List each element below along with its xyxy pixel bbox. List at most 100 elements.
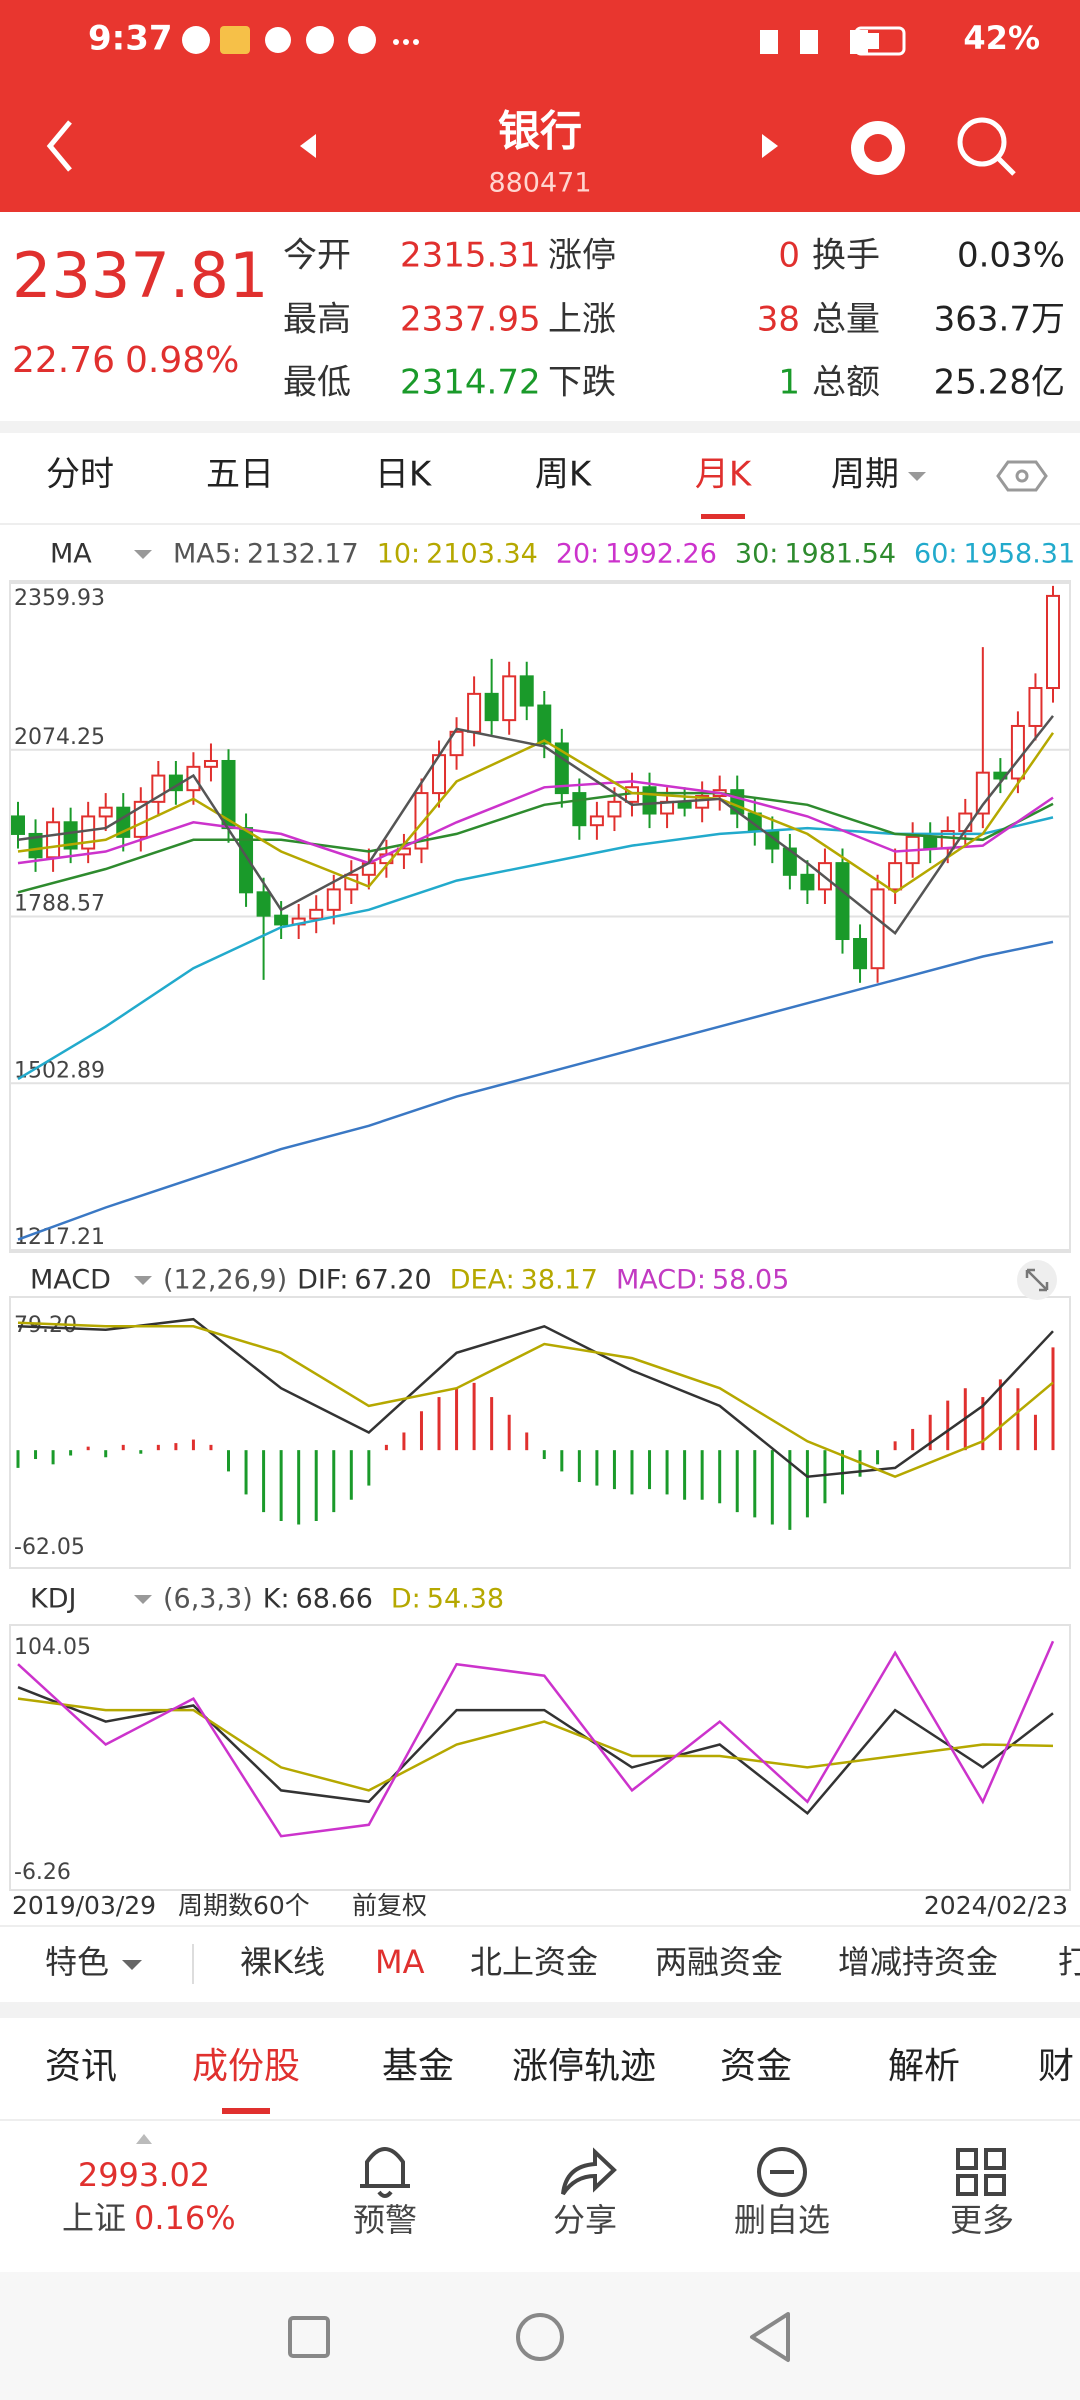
header-bg — [0, 0, 1080, 212]
period-tab[interactable]: 月K — [695, 455, 753, 495]
candle-body — [46, 821, 61, 859]
section-tab[interactable]: 资金 — [720, 2046, 792, 2087]
field-label: 总量 — [812, 300, 880, 340]
plot-frame — [9, 1624, 1071, 1891]
home-button[interactable] — [516, 2313, 564, 2361]
legend-value: 1958.31 — [963, 539, 1075, 570]
period-tabs: 分时 五日 日K 周K 月K 周期 — [46, 455, 926, 519]
adjust-mode: 前复权 — [352, 1891, 427, 1920]
section-tab[interactable]: 基金 — [382, 2046, 454, 2087]
quote-table: 今开 2315.31 涨停 0 换手 0.03% 最高 2337.95 上涨 38 总量 363.7万… — [283, 236, 1065, 403]
candle-body — [256, 891, 271, 917]
feature-tab[interactable]: 特色 — [45, 1943, 109, 1981]
status-battery: 42% — [963, 19, 1040, 57]
field-label: 涨停 — [548, 236, 616, 276]
action-button[interactable]: 预警 — [353, 2201, 417, 2239]
index-name: 上证 — [62, 2199, 126, 2237]
series-line — [17, 1640, 1055, 1838]
field-value: 0.03% — [957, 236, 1065, 276]
field-value: 38 — [757, 300, 800, 340]
period-tab[interactable]: 分时 — [46, 455, 114, 495]
recents-button[interactable] — [288, 2316, 330, 2358]
legend-value: 38.17 — [521, 1265, 598, 1296]
period-tab[interactable]: 周期 — [831, 455, 899, 495]
y-tick-label: 2074.25 — [14, 725, 105, 750]
indicator-name[interactable]: MACD — [30, 1265, 111, 1296]
candle-body — [1028, 687, 1043, 727]
end-date: 2024/02/23 — [924, 1891, 1068, 1920]
field-label: 今开 — [283, 236, 351, 276]
prev-button[interactable] — [300, 134, 316, 158]
candle-body — [98, 806, 113, 818]
next-button[interactable] — [762, 134, 778, 158]
nav-back-button[interactable] — [750, 2312, 790, 2362]
dropdown-arrow — [134, 1276, 152, 1285]
plot-frame — [9, 1296, 1071, 1569]
section-tab[interactable]: 财 — [1038, 2046, 1074, 2087]
action-button[interactable]: 删自选 — [734, 2201, 830, 2239]
legend-value: 67.20 — [354, 1265, 431, 1296]
section-tab[interactable]: 解析 — [888, 2046, 960, 2087]
dropdown-arrow — [134, 1595, 152, 1604]
legend-value: 68.66 — [296, 1584, 373, 1615]
series-line — [17, 940, 1054, 1241]
candle-body — [870, 888, 885, 970]
candle-body — [203, 759, 218, 768]
legend-label: 10: — [377, 539, 420, 570]
indicator-tab[interactable]: 裸K线 — [240, 1943, 325, 1981]
dropdown-arrow — [122, 1960, 142, 1970]
y-tick-label: 1788.57 — [14, 892, 105, 917]
section-tab[interactable]: 资讯 — [45, 2046, 117, 2087]
dropdown-arrow — [134, 550, 152, 559]
legend-value: 1992.26 — [605, 539, 717, 570]
series-line — [17, 1321, 1054, 1479]
candle-body — [888, 862, 903, 891]
indicator-tab[interactable]: 增减持资金 — [838, 1943, 998, 1981]
period-tab[interactable]: 周K — [535, 455, 593, 495]
section-tab[interactable]: 成份股 — [192, 2046, 300, 2087]
candle-body — [28, 832, 43, 859]
field-value: 2315.31 — [400, 236, 541, 276]
section-tab[interactable]: 涨停轨迹 — [512, 2046, 656, 2087]
action-button[interactable]: 更多 — [950, 2201, 1014, 2239]
indicator-tab[interactable]: 打 — [1058, 1943, 1080, 1981]
expand-button[interactable] — [1017, 1260, 1057, 1300]
indicator-tab[interactable]: MA — [375, 1943, 425, 1981]
remove-icon — [757, 2147, 807, 2197]
candle-body — [467, 692, 482, 733]
legend-label: MACD: — [616, 1265, 706, 1296]
back-button[interactable] — [46, 120, 72, 172]
page-title: 银行 — [498, 107, 582, 156]
price: 2337.81 — [12, 239, 268, 312]
action-button[interactable]: 分享 — [553, 2201, 617, 2239]
legend-value: 54.38 — [427, 1584, 504, 1615]
y-tick-label: 1502.89 — [14, 1058, 105, 1083]
period-tab[interactable]: 日K — [375, 455, 433, 495]
indicator-tab[interactable]: 两融资金 — [655, 1943, 783, 1981]
indicator-name[interactable]: KDJ — [30, 1584, 76, 1615]
nav-bar — [0, 2272, 1080, 2400]
divider — [0, 421, 1080, 433]
period-tab[interactable]: 五日 — [206, 455, 274, 495]
chart: 2359.93 2074.25 1788.57 1502.89 1217.21 MA MA5… — [9, 539, 1075, 1253]
y-tick-label: -62.05 — [14, 1535, 85, 1560]
candle-body — [835, 862, 850, 941]
start-date: 2019/03/29 — [12, 1891, 156, 1920]
legend-value: 1981.54 — [784, 539, 896, 570]
search-button[interactable] — [957, 117, 1016, 176]
field-value: 2314.72 — [400, 363, 541, 403]
field-label: 总额 — [812, 363, 880, 403]
series-line — [17, 1686, 1054, 1816]
indicator-name[interactable]: MA — [50, 539, 92, 570]
indicator-tab[interactable]: 北上资金 — [470, 1943, 598, 1981]
status-time: 9:37 — [88, 19, 173, 59]
period-count: 周期数60个 — [178, 1891, 310, 1920]
settings-button[interactable] — [996, 460, 1048, 492]
candle-body — [414, 792, 429, 850]
avatar-button[interactable] — [851, 121, 905, 175]
candle-body — [572, 792, 587, 827]
legend-label: 30: — [735, 539, 778, 570]
candle-body — [589, 815, 604, 827]
y-tick-label: -6.26 — [14, 1860, 71, 1885]
candle-body — [326, 888, 341, 911]
